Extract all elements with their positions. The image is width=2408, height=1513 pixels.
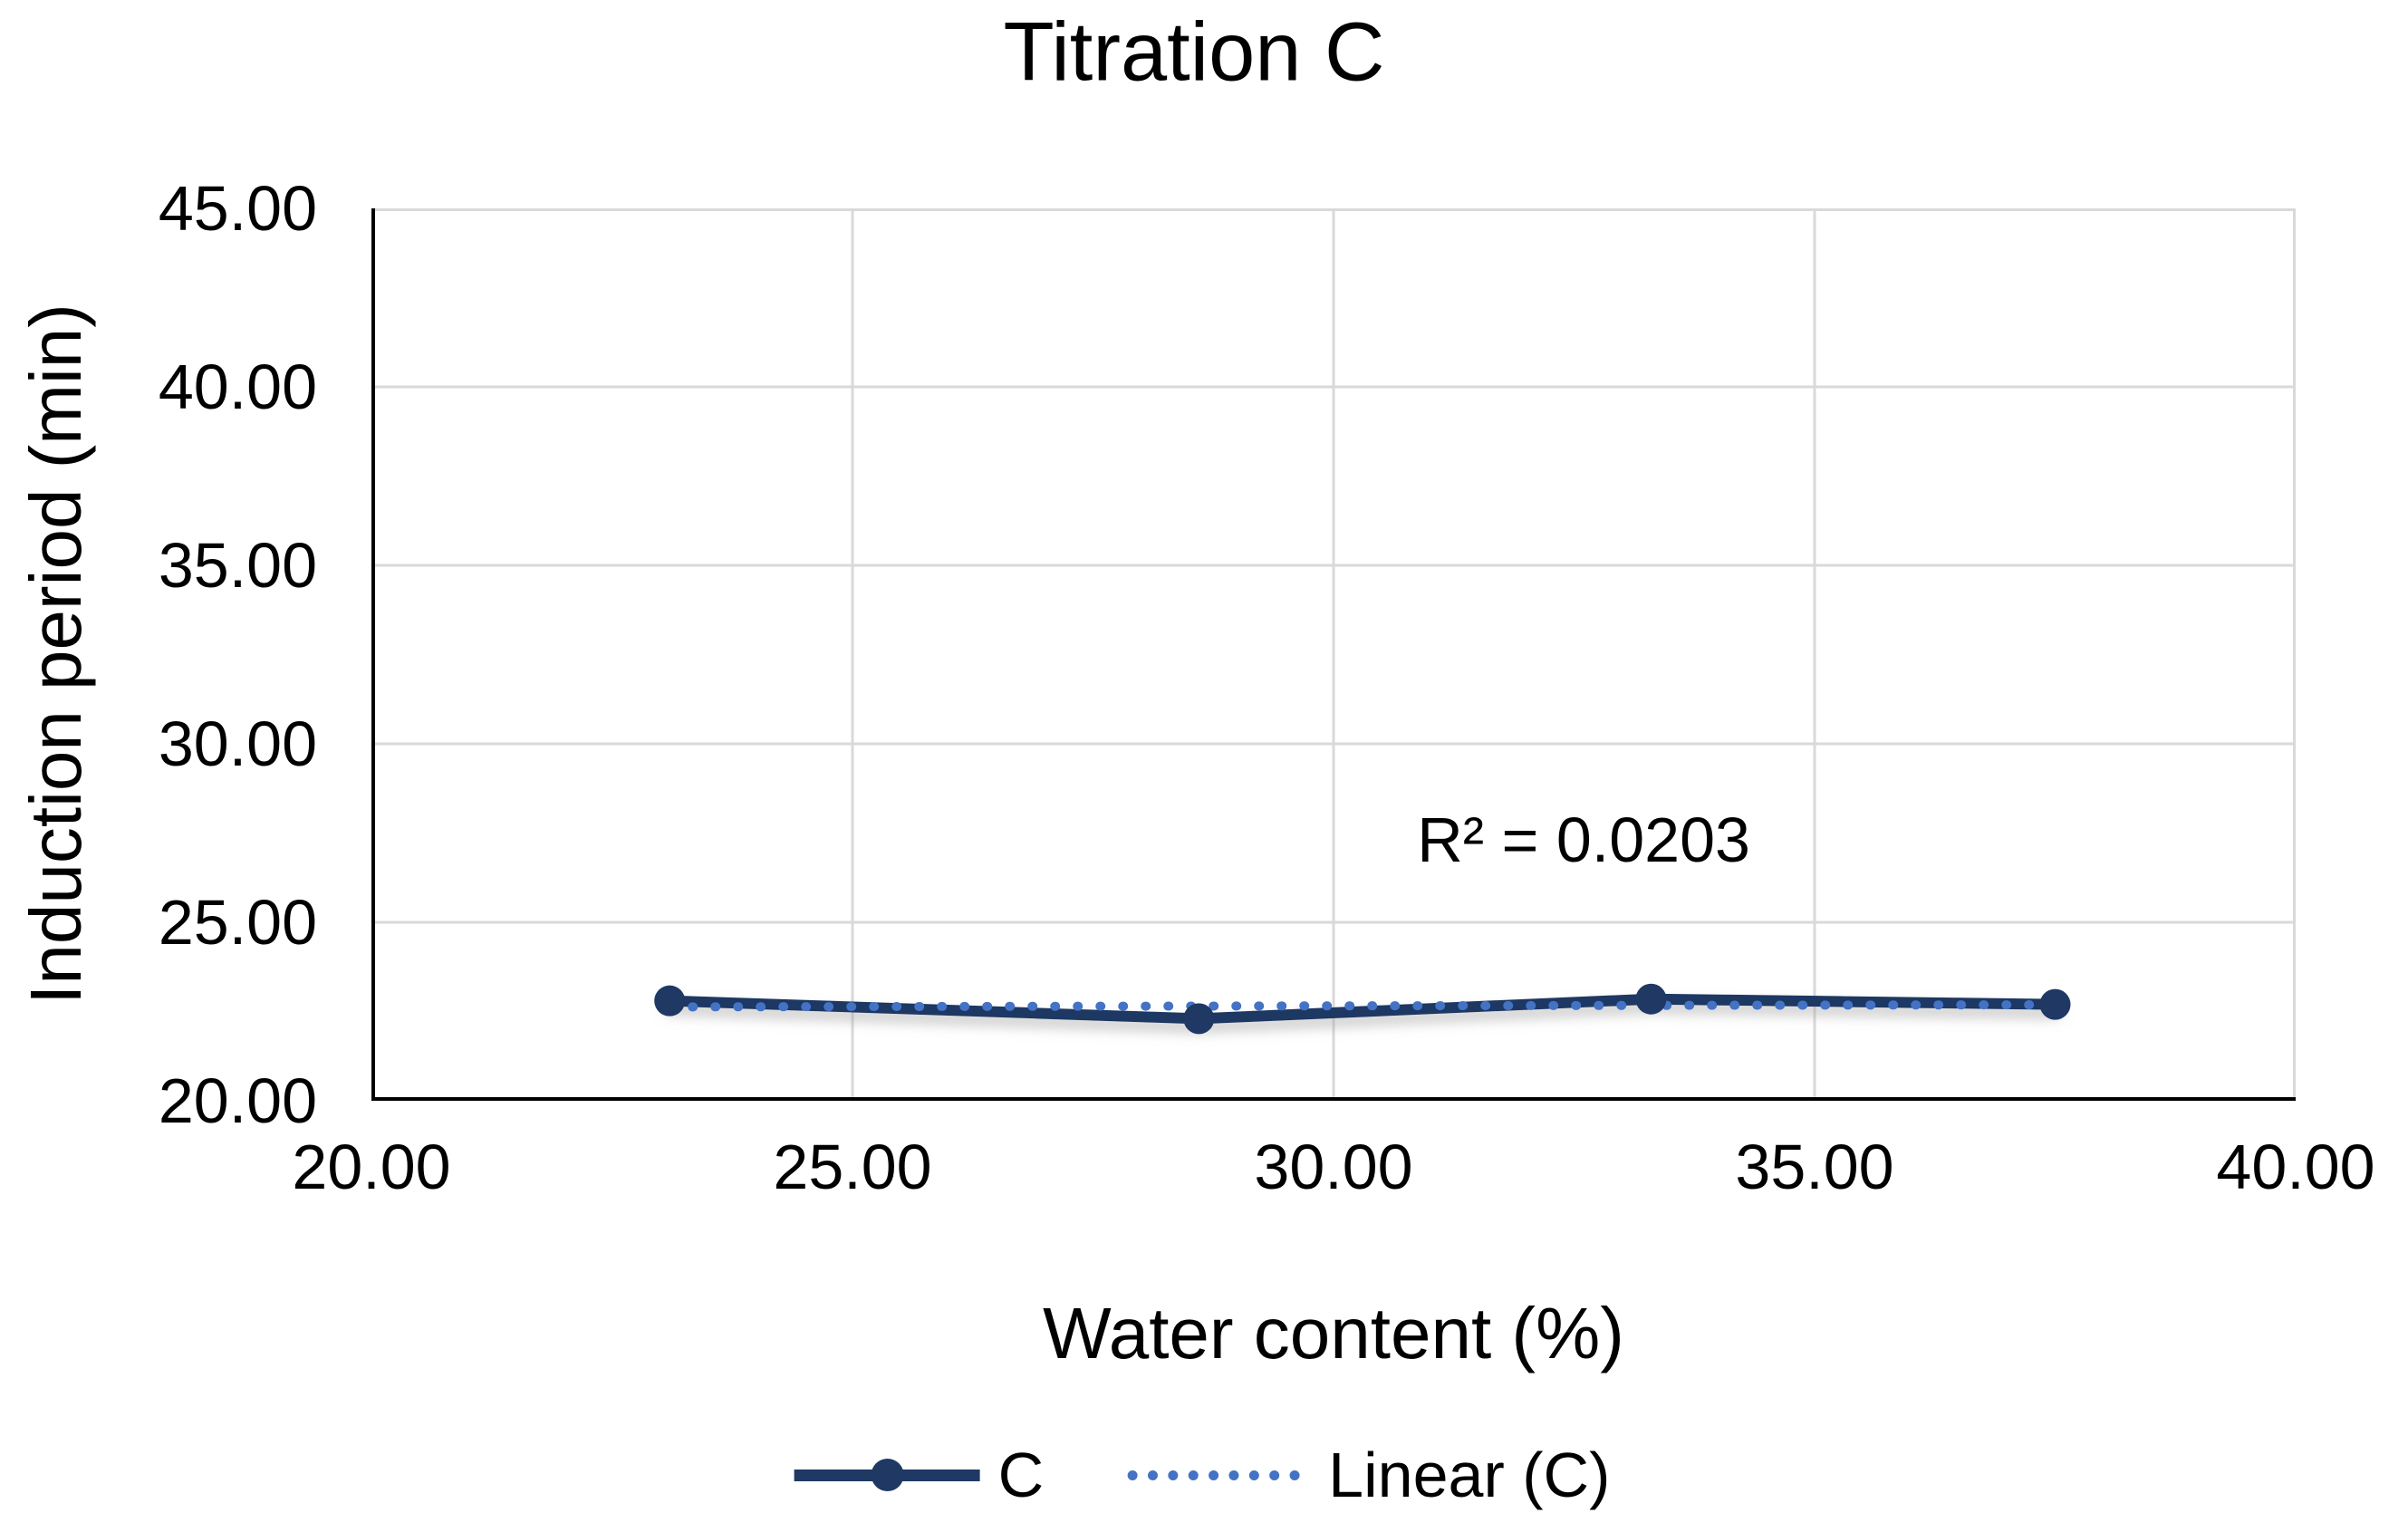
x-tick-label: 20.00 (292, 1132, 451, 1202)
data-point-marker (1183, 1003, 1215, 1035)
data-point-marker (1635, 983, 1667, 1015)
legend-label-c: C (997, 1440, 1045, 1510)
y-tick-label: 45.00 (158, 173, 317, 244)
legend-label-linear-c: Linear (C) (1328, 1440, 1611, 1510)
legend-item-linear-c: Linear (C) (1127, 1425, 1610, 1513)
x-tick-label: 30.00 (1254, 1132, 1413, 1202)
x-axis-title: Water content (%) (1043, 1293, 1624, 1373)
trendline-linear-c (665, 1000, 2060, 1012)
series-line-c (664, 993, 2061, 1025)
axis-lines (371, 208, 2296, 1101)
y-tick-label: 20.00 (158, 1065, 317, 1136)
legend-dotted-line-swatch (1127, 1470, 1300, 1480)
gridlines (371, 208, 2296, 1101)
x-tick-label: 35.00 (1735, 1132, 1894, 1202)
x-tick-label: 40.00 (2216, 1132, 2375, 1202)
r-squared-annotation: R² = 0.0203 (1417, 805, 1750, 876)
y-tick-label: 35.00 (158, 530, 317, 601)
data-point-marker (2039, 988, 2071, 1020)
legend: C Linear (C) (794, 1425, 1610, 1513)
legend-item-c: C (794, 1425, 1045, 1513)
plot-area (371, 208, 2296, 1101)
legend-marker-dot (871, 1459, 904, 1491)
y-tick-label: 25.00 (158, 887, 317, 958)
series-group (654, 983, 2071, 1035)
plot-svg (371, 208, 2296, 1101)
y-tick-label: 30.00 (158, 708, 317, 779)
x-tick-label: 25.00 (773, 1132, 932, 1202)
legend-solid-line-swatch (794, 1459, 980, 1491)
y-tick-label: 40.00 (158, 352, 317, 422)
data-point-marker (654, 985, 686, 1017)
chart-title: Titration C (1003, 5, 1385, 99)
